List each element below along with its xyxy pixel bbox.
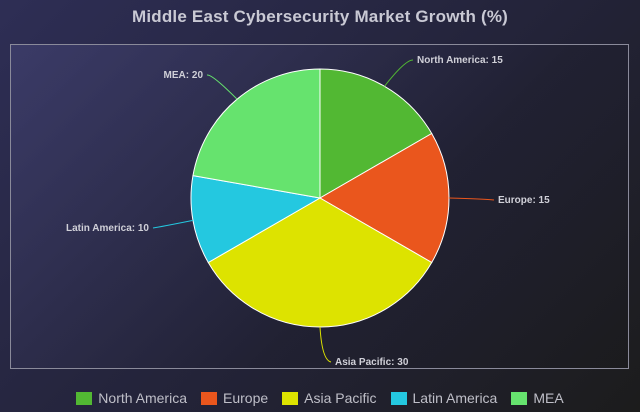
legend-label: Latin America (412, 390, 498, 406)
legend-item-latin-america[interactable]: Latin America (390, 390, 498, 406)
pie-slice-europe[interactable] (319, 132, 450, 264)
legend-swatch (282, 391, 299, 405)
slice-label-mea: MEA: 20 (164, 70, 204, 81)
slice-label-north-america: North America: 15 (417, 55, 503, 66)
leader-line-latin-america (152, 219, 194, 229)
legend-swatch (511, 391, 528, 405)
legend-item-mea[interactable]: MEA (511, 390, 564, 406)
legend-label: Asia Pacific (304, 390, 377, 406)
legend-label: MEA (533, 390, 564, 406)
legend-item-asia-pacific[interactable]: Asia Pacific (282, 390, 377, 406)
legend-swatch (76, 391, 93, 405)
slice-label-asia-pacific: Asia Pacific: 30 (335, 357, 409, 368)
legend-item-north-america[interactable]: North America (76, 390, 187, 406)
pie-slice-latin-america[interactable] (190, 175, 322, 264)
slice-label-europe: Europe: 15 (498, 195, 550, 206)
chart-title: Middle East Cybersecurity Market Growth … (131, 7, 509, 26)
leader-line-north-america (384, 59, 414, 87)
legend-swatch (201, 391, 217, 405)
leader-line-asia-pacific (319, 326, 332, 363)
pie-slice-asia-pacific[interactable] (207, 197, 433, 328)
pie-slice-mea[interactable] (192, 68, 321, 199)
legend: North America Europe Asia Pacific Latin … (0, 389, 640, 407)
legend-label: Europe (223, 390, 269, 406)
slice-label-latin-america: Latin America: 10 (66, 223, 149, 234)
leader-line-europe (448, 197, 495, 201)
legend-label: North America (98, 390, 187, 406)
legend-item-europe[interactable]: Europe (201, 390, 268, 406)
pie-slice-north-america[interactable] (319, 68, 433, 199)
legend-swatch (390, 391, 407, 405)
leader-line-mea (206, 74, 238, 100)
